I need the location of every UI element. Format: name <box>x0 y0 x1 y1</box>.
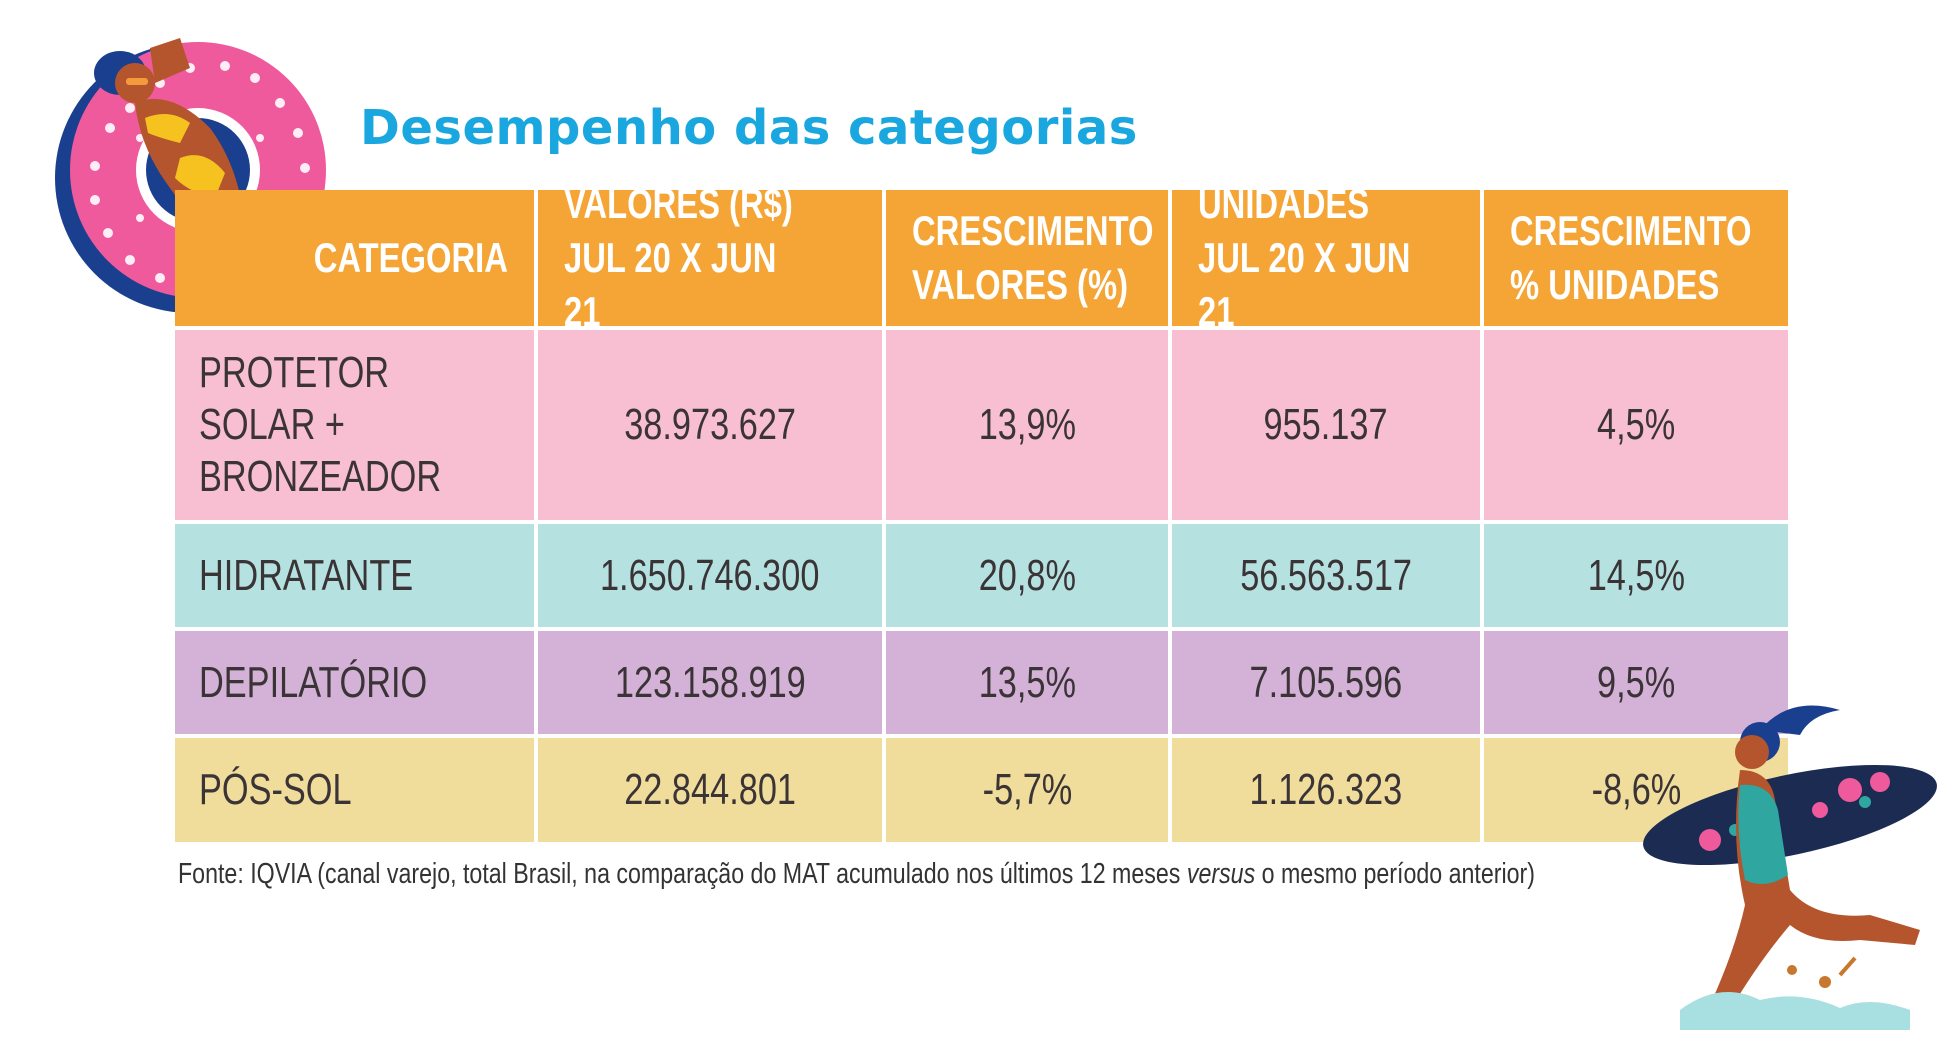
header-category: CATEGORIA <box>175 190 534 326</box>
row-units: 7.105.596 <box>1172 631 1480 734</box>
header-values: VALORES (R$) JUL 20 X JUN 21 <box>538 180 882 335</box>
surfer-woman-with-dog-illustration <box>1643 705 1937 1030</box>
row-values: 123.158.919 <box>538 631 882 734</box>
row-unit-growth: 4,5% <box>1484 330 1788 520</box>
row-category: HIDRATANTE <box>175 524 534 627</box>
row-units: 955.137 <box>1172 330 1480 520</box>
row-value-growth: -5,7% <box>886 738 1168 842</box>
row-category: PÓS-SOL <box>175 738 534 842</box>
row-units: 56.563.517 <box>1172 524 1480 627</box>
header-units: UNIDADES JUL 20 X JUN 21 <box>1172 180 1480 335</box>
row-unit-growth: 9,5% <box>1484 631 1788 734</box>
page-title: Desempenho das categorias <box>360 100 1138 156</box>
source-note: Fonte: IQVIA (canal varejo, total Brasil… <box>178 858 1535 890</box>
row-units: 1.126.323 <box>1172 738 1480 842</box>
row-value-growth: 13,5% <box>886 631 1168 734</box>
row-category: DEPILATÓRIO <box>175 631 534 734</box>
header-value-growth: CRESCIMENTO VALORES (%) <box>886 190 1168 326</box>
category-performance-table: CATEGORIA VALORES (R$) JUL 20 X JUN 21 C… <box>175 180 1788 842</box>
row-value-growth: 20,8% <box>886 524 1168 627</box>
row-values: 1.650.746.300 <box>538 524 882 627</box>
header-unit-growth: CRESCIMENTO % UNIDADES <box>1484 190 1788 326</box>
row-unit-growth: 14,5% <box>1484 524 1788 627</box>
row-values: 38.973.627 <box>538 330 882 520</box>
row-category: PROTETOR SOLAR + BRONZEADOR <box>175 330 534 520</box>
row-values: 22.844.801 <box>538 738 882 842</box>
row-value-growth: 13,9% <box>886 330 1168 520</box>
